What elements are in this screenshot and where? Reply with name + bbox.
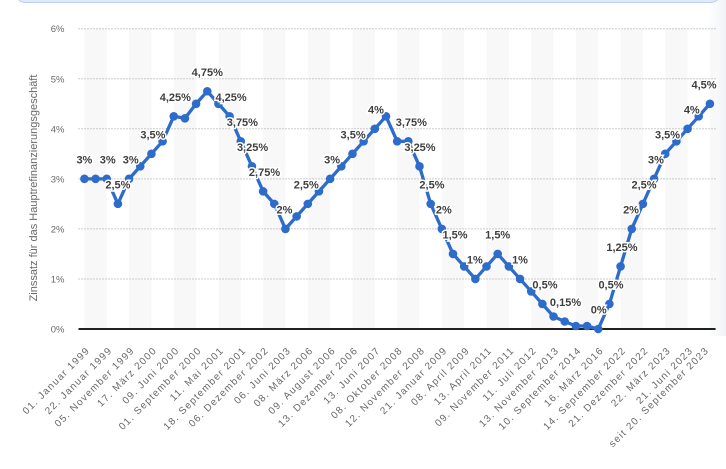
svg-text:0%: 0% — [51, 325, 65, 336]
svg-text:0,5%: 0,5% — [532, 279, 557, 291]
svg-text:1,5%: 1,5% — [485, 229, 510, 241]
svg-text:2,5%: 2,5% — [294, 179, 319, 191]
svg-text:2%: 2% — [436, 204, 452, 216]
svg-text:1,5%: 1,5% — [442, 229, 467, 241]
svg-text:0,15%: 0,15% — [550, 297, 581, 309]
svg-text:3,75%: 3,75% — [396, 117, 427, 129]
svg-text:2,5%: 2,5% — [105, 179, 130, 191]
svg-text:2%: 2% — [51, 224, 65, 235]
svg-text:4,25%: 4,25% — [160, 92, 191, 104]
svg-text:2,5%: 2,5% — [419, 179, 444, 191]
svg-text:4%: 4% — [684, 104, 700, 116]
svg-text:Zinssatz für das Hauptrefinanz: Zinssatz für das Hauptrefinanzierungsges… — [28, 75, 40, 302]
svg-text:4%: 4% — [51, 124, 65, 135]
svg-text:2,75%: 2,75% — [249, 167, 280, 179]
svg-text:4%: 4% — [368, 104, 384, 116]
svg-text:4,25%: 4,25% — [216, 92, 247, 104]
svg-text:3%: 3% — [100, 154, 116, 166]
svg-text:3%: 3% — [123, 154, 139, 166]
svg-text:3,5%: 3,5% — [341, 129, 366, 141]
svg-text:4,5%: 4,5% — [691, 79, 716, 91]
svg-text:3,5%: 3,5% — [140, 129, 165, 141]
svg-text:1%: 1% — [51, 274, 65, 285]
svg-text:3,75%: 3,75% — [227, 117, 258, 129]
svg-text:3%: 3% — [51, 174, 65, 185]
svg-text:6%: 6% — [51, 24, 65, 35]
svg-text:0%: 0% — [591, 305, 607, 317]
svg-text:1%: 1% — [467, 254, 483, 266]
svg-text:3,25%: 3,25% — [237, 142, 268, 154]
svg-text:2,5%: 2,5% — [631, 179, 656, 191]
svg-text:2%: 2% — [277, 204, 293, 216]
svg-text:3%: 3% — [324, 154, 340, 166]
svg-text:3,25%: 3,25% — [404, 142, 435, 154]
svg-text:5%: 5% — [51, 74, 65, 85]
svg-text:1,25%: 1,25% — [606, 242, 637, 254]
svg-text:3%: 3% — [76, 154, 92, 166]
svg-text:1%: 1% — [512, 254, 528, 266]
svg-text:3,5%: 3,5% — [655, 129, 680, 141]
svg-text:4,75%: 4,75% — [192, 67, 223, 79]
svg-text:0,5%: 0,5% — [598, 279, 623, 291]
svg-text:2%: 2% — [623, 204, 639, 216]
svg-text:3%: 3% — [648, 154, 664, 166]
